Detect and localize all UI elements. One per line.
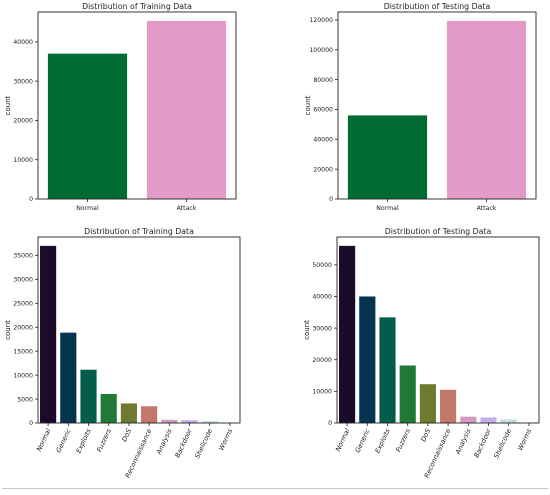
x-tick-label: Generic bbox=[55, 427, 73, 454]
y-tick-label: 30000 bbox=[13, 277, 33, 284]
x-tick-label: DoS bbox=[419, 427, 432, 442]
x-tick-label: Generic bbox=[354, 427, 372, 454]
bar-shellcode bbox=[500, 419, 517, 423]
x-tick-label: Worms bbox=[516, 427, 533, 452]
y-tick-label: 0 bbox=[29, 420, 33, 427]
bar-analysis bbox=[460, 416, 477, 423]
y-tick-label: 100000 bbox=[309, 47, 333, 54]
chart-title: Distribution of Training Data bbox=[84, 227, 194, 236]
plot-frame bbox=[37, 236, 241, 424]
x-tick-label: Shellcode bbox=[492, 427, 513, 459]
x-tick-label: Exploits bbox=[75, 427, 93, 454]
bar-backdoor bbox=[181, 420, 198, 423]
bar-normal bbox=[347, 115, 428, 199]
x-tick-label: Analysis bbox=[453, 427, 472, 456]
y-tick-label: 40000 bbox=[312, 294, 332, 301]
bottom-divider bbox=[2, 488, 548, 489]
chart-title: Distribution of Training Data bbox=[82, 2, 192, 11]
bar-generic bbox=[60, 332, 77, 423]
bar-exploits bbox=[379, 317, 396, 423]
bar-shellcode bbox=[201, 421, 218, 423]
y-tick-label: 0 bbox=[328, 420, 332, 427]
y-tick-label: 20000 bbox=[13, 118, 33, 125]
x-tick-label: Normal bbox=[35, 427, 52, 452]
bar-reconnaissance bbox=[440, 389, 457, 423]
y-tick-label: 0 bbox=[29, 196, 33, 203]
y-tick-label: 80000 bbox=[313, 77, 333, 84]
bar-dos bbox=[120, 403, 137, 423]
bar-attack bbox=[446, 20, 527, 199]
y-tick-label: 20000 bbox=[313, 166, 333, 173]
bar-attack bbox=[146, 20, 227, 199]
y-tick-label: 15000 bbox=[13, 348, 33, 355]
bar-fuzzers bbox=[100, 393, 117, 423]
y-axis-label: count bbox=[4, 320, 12, 340]
plot-frame bbox=[37, 11, 237, 200]
x-tick-label: Normal bbox=[76, 205, 99, 212]
bar-exploits bbox=[80, 369, 97, 423]
y-tick-label: 50000 bbox=[312, 262, 332, 269]
y-tick-label: 40000 bbox=[313, 137, 333, 144]
y-tick-label: 25000 bbox=[13, 301, 33, 308]
chart-title: Distribution of Testing Data bbox=[384, 2, 491, 11]
y-tick-label: 10000 bbox=[13, 157, 33, 164]
x-tick-label: Attack bbox=[477, 205, 497, 212]
bar-normal bbox=[47, 53, 128, 199]
bar-backdoor bbox=[480, 417, 497, 423]
x-tick-label: Fuzzers bbox=[95, 427, 113, 453]
bar-normal bbox=[339, 245, 356, 423]
x-tick-label: Fuzzers bbox=[394, 427, 412, 453]
bar-generic bbox=[359, 296, 376, 423]
y-tick-label: 10000 bbox=[13, 372, 33, 379]
x-tick-label: Normal bbox=[376, 205, 399, 212]
x-tick-label: Worms bbox=[217, 427, 234, 452]
y-tick-label: 60000 bbox=[313, 107, 333, 114]
x-tick-label: Shellcode bbox=[193, 427, 214, 459]
x-tick-label: Attack bbox=[177, 205, 197, 212]
x-tick-label: Backdoor bbox=[173, 426, 194, 459]
bar-normal bbox=[40, 245, 57, 423]
y-tick-label: 35000 bbox=[13, 253, 33, 260]
x-tick-label: DoS bbox=[120, 427, 133, 442]
x-tick-label: Analysis bbox=[154, 427, 173, 456]
bar-dos bbox=[419, 384, 436, 423]
y-tick-label: 30000 bbox=[312, 325, 332, 332]
y-tick-label: 5000 bbox=[17, 396, 33, 403]
y-tick-label: 10000 bbox=[312, 389, 332, 396]
y-tick-label: 0 bbox=[329, 196, 333, 203]
x-tick-label: Exploits bbox=[374, 427, 392, 454]
y-axis-label: count bbox=[304, 95, 312, 115]
bar-analysis bbox=[161, 419, 178, 423]
y-tick-label: 30000 bbox=[13, 78, 33, 85]
bar-reconnaissance bbox=[141, 406, 158, 423]
y-tick-label: 120000 bbox=[309, 17, 333, 24]
y-axis-label: count bbox=[303, 320, 311, 340]
plot-frame bbox=[337, 11, 537, 200]
plot-frame bbox=[336, 236, 540, 424]
y-tick-label: 40000 bbox=[13, 39, 33, 46]
y-tick-label: 20000 bbox=[13, 324, 33, 331]
x-tick-label: Normal bbox=[334, 427, 351, 452]
x-tick-label: Backdoor bbox=[472, 426, 493, 459]
y-axis-label: count bbox=[4, 95, 12, 115]
bar-fuzzers bbox=[399, 365, 416, 423]
chart-title: Distribution of Testing Data bbox=[385, 227, 492, 236]
y-tick-label: 20000 bbox=[312, 357, 332, 364]
